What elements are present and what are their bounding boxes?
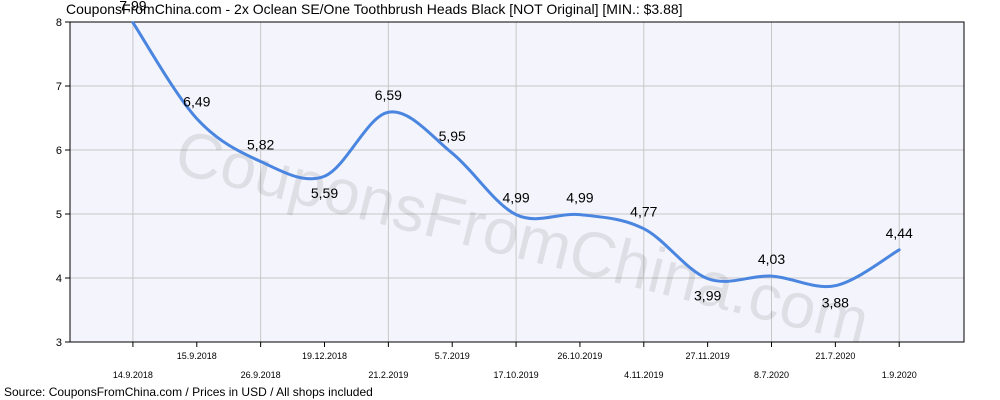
- x-tick-label: 26.10.2019: [557, 351, 602, 361]
- data-label: 7,99: [119, 0, 146, 14]
- data-label: 4,03: [758, 251, 785, 267]
- price-line: [131, 21, 901, 289]
- x-tick-label: 17.10.2019: [494, 370, 539, 380]
- data-label: 3,99: [694, 288, 721, 304]
- data-label: 4,99: [502, 190, 529, 206]
- y-tick-label: 4: [56, 273, 62, 285]
- x-tick-label: 4.11.2019: [624, 370, 663, 380]
- data-label: 4,99: [566, 190, 593, 206]
- data-label: 6,59: [375, 87, 402, 103]
- y-tick-label: 5: [56, 209, 62, 221]
- x-tick-label: 19.12.2018: [302, 351, 347, 361]
- y-tick-label: 3: [56, 337, 62, 349]
- x-tick-label: 21.7.2020: [815, 351, 855, 361]
- chart-title: CouponsFromChina.com - 2x Oclean SE/One …: [66, 1, 683, 17]
- data-label: 3,88: [822, 295, 849, 311]
- x-tick-label: 1.9.2020: [882, 370, 917, 380]
- plot-frame: [69, 21, 965, 343]
- source-note: Source: CouponsFromChina.com / Prices in…: [4, 385, 373, 399]
- data-labels: 7,99 6,49 5,82 5,59 6,59 5,95 4,99 4,99 4,77 3,99…: [119, 0, 913, 311]
- axes: 3 4 5 6 7 8 14.9.2018 15.9.2018 26.9.2018 19.12.2…: [56, 17, 965, 380]
- x-tick-label: 5.7.2019: [435, 351, 470, 361]
- x-tick-label: 26.9.2018: [241, 370, 281, 380]
- data-label: 6,49: [183, 94, 210, 110]
- data-label: 5,59: [311, 185, 338, 201]
- x-tick-label: 27.11.2019: [685, 351, 729, 361]
- data-label: 4,44: [886, 225, 913, 241]
- plot-area: [70, 22, 964, 342]
- x-tick-label: 14.9.2018: [113, 370, 153, 380]
- data-label: 4,77: [630, 204, 657, 220]
- data-label: 5,82: [247, 137, 274, 153]
- y-tick-label: 7: [56, 81, 62, 93]
- y-tick-label: 8: [56, 17, 62, 29]
- x-tick-label: 21.2.2019: [368, 370, 408, 380]
- x-tick-label: 15.9.2018: [177, 351, 217, 361]
- x-tick-label: 8.7.2020: [754, 370, 789, 380]
- data-label: 5,95: [439, 128, 466, 144]
- y-tick-label: 6: [56, 145, 62, 157]
